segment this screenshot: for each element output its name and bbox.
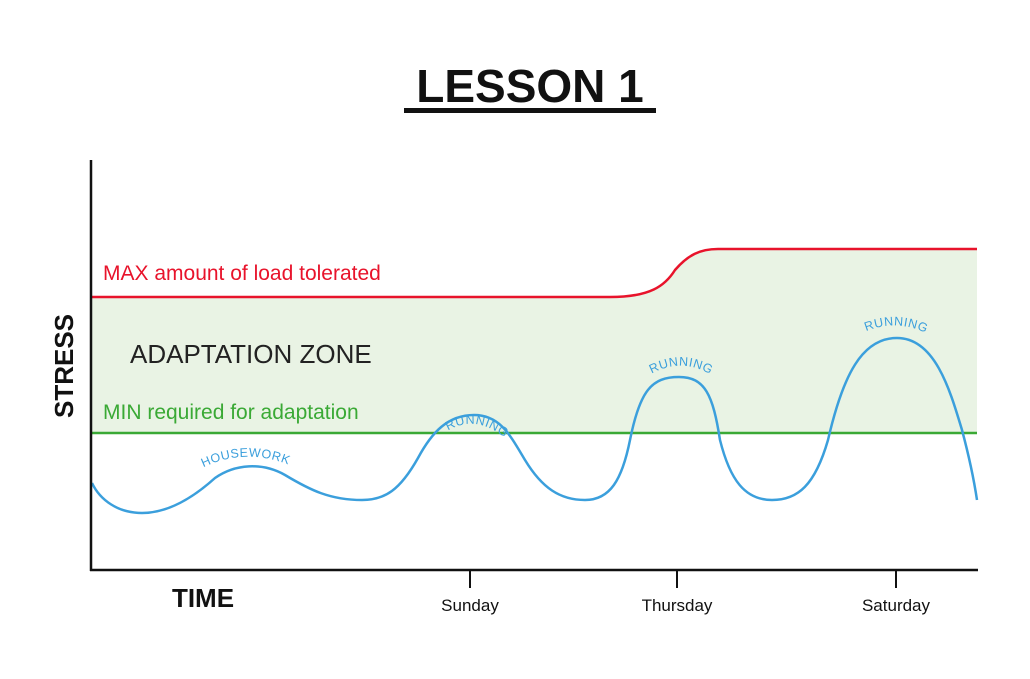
min-line-label: MIN required for adaptation — [103, 401, 359, 424]
y-axis-title: STRESS — [49, 314, 79, 418]
curve-label-running-thursday: RUNNING — [647, 355, 716, 377]
zone-label: ADAPTATION ZONE — [130, 339, 372, 369]
x-axis-title: TIME — [172, 583, 234, 613]
max-load-line — [92, 247, 977, 299]
stress-curve — [90, 336, 979, 515]
tick-label-saturday: Saturday — [862, 596, 931, 615]
title-underline — [404, 108, 656, 113]
diagram-title: LESSON 1 — [416, 60, 644, 112]
max-line-label: MAX amount of load tolerated — [103, 262, 381, 285]
adaptation-zone — [92, 249, 977, 433]
tick-label-thursday: Thursday — [642, 596, 713, 615]
tick-label-sunday: Sunday — [441, 596, 499, 615]
